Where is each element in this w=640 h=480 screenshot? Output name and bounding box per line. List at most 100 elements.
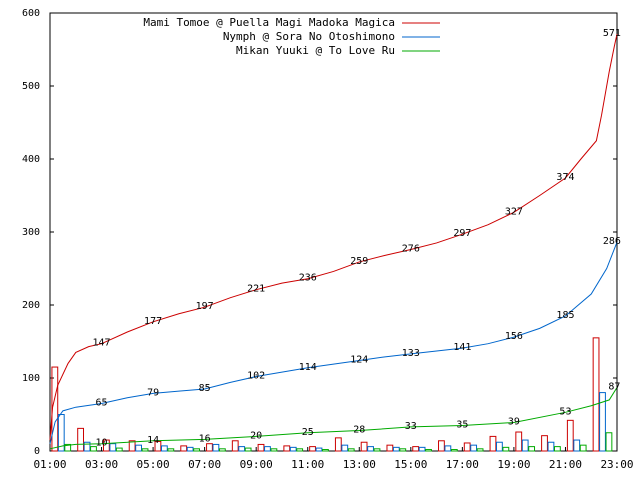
data-label: 156 <box>505 331 523 342</box>
bar <box>154 441 162 452</box>
bar <box>83 441 91 452</box>
bar <box>315 447 323 452</box>
bar <box>341 444 349 452</box>
bar <box>373 448 381 452</box>
bar <box>206 443 213 452</box>
x-tick-label: 03:00 <box>85 458 118 471</box>
data-label: 286 <box>603 236 621 247</box>
bar <box>141 448 149 452</box>
bar <box>347 448 355 452</box>
data-label: 33 <box>405 421 417 432</box>
bar <box>515 431 523 452</box>
bar <box>244 447 252 452</box>
bar <box>592 337 600 452</box>
bar <box>399 448 407 452</box>
y-tick-label: 500 <box>22 81 40 92</box>
data-label: 185 <box>556 310 574 321</box>
data-label: 571 <box>603 28 621 39</box>
bar <box>128 440 136 452</box>
line <box>49 34 618 441</box>
data-label: 259 <box>350 256 368 267</box>
bar <box>489 435 497 452</box>
x-tick-label: 21:00 <box>549 458 582 471</box>
plot-frame <box>49 12 618 452</box>
x-tick-label: 15:00 <box>394 458 427 471</box>
data-label: 147 <box>93 338 111 349</box>
bar <box>90 446 97 452</box>
bar <box>605 432 613 452</box>
bar <box>521 439 529 452</box>
bar <box>238 446 246 452</box>
bar <box>541 435 548 452</box>
bar <box>450 449 458 452</box>
bar <box>476 448 484 452</box>
data-label: 374 <box>556 172 574 183</box>
x-tick-label: 05:00 <box>137 458 170 471</box>
y-tick-label: 0 <box>34 446 40 457</box>
x-tick-label: 23:00 <box>600 458 633 471</box>
bar <box>528 446 536 452</box>
data-label: 236 <box>299 273 317 284</box>
bar <box>296 448 304 452</box>
bar <box>573 439 581 452</box>
y-tick-label: 100 <box>22 373 40 384</box>
y-tick-label: 400 <box>22 154 40 165</box>
data-label: 197 <box>196 301 214 312</box>
bar <box>212 443 220 452</box>
bar <box>418 446 426 452</box>
bar <box>77 427 85 452</box>
bar <box>463 442 471 452</box>
bar <box>322 449 329 452</box>
legend-label: Mami Tomoe @ Puella Magi Madoka Magica <box>143 16 395 29</box>
data-label: 327 <box>505 206 523 217</box>
data-label: 28 <box>353 425 365 436</box>
data-label: 39 <box>508 417 520 428</box>
bar <box>367 446 374 452</box>
bar <box>502 446 510 452</box>
bar <box>554 446 561 452</box>
bar <box>386 444 394 452</box>
bar <box>180 445 188 452</box>
data-label: 133 <box>402 348 420 359</box>
data-label: 141 <box>453 342 471 353</box>
bar <box>334 437 342 452</box>
bar <box>160 445 168 452</box>
data-label: 35 <box>456 419 468 430</box>
legend-label: Mikan Yuuki @ To Love Ru <box>236 44 395 57</box>
bar <box>57 414 65 452</box>
x-tick-label: 19:00 <box>497 458 530 471</box>
data-label: 65 <box>96 398 108 409</box>
bar <box>231 440 239 452</box>
data-label: 16 <box>199 433 211 444</box>
data-label: 221 <box>247 284 265 295</box>
data-label: 10 <box>96 438 108 449</box>
bar <box>167 448 175 452</box>
bar <box>579 444 587 452</box>
y-tick-label: 600 <box>22 8 40 19</box>
x-tick-label: 11:00 <box>291 458 324 471</box>
legend-label: Nymph @ Sora No Otoshimono <box>223 30 395 43</box>
bar <box>283 445 291 452</box>
data-label: 53 <box>559 406 571 417</box>
bar <box>412 446 420 452</box>
x-tick-label: 13:00 <box>343 458 376 471</box>
data-label: 85 <box>199 383 211 394</box>
data-label: 297 <box>453 228 471 239</box>
data-label: 177 <box>144 316 162 327</box>
data-label: 87 <box>608 381 620 392</box>
data-label: 102 <box>247 371 265 382</box>
line <box>49 387 618 450</box>
data-label: 124 <box>350 354 368 365</box>
data-label: 276 <box>402 244 420 255</box>
bar <box>309 446 316 452</box>
bar <box>64 443 72 452</box>
bar <box>470 444 478 452</box>
bar <box>109 443 117 452</box>
bar <box>496 441 503 452</box>
bar <box>547 441 555 452</box>
bar <box>135 444 142 452</box>
bar <box>360 441 368 452</box>
bar <box>444 445 452 452</box>
bar <box>566 419 574 452</box>
bar <box>425 449 432 452</box>
